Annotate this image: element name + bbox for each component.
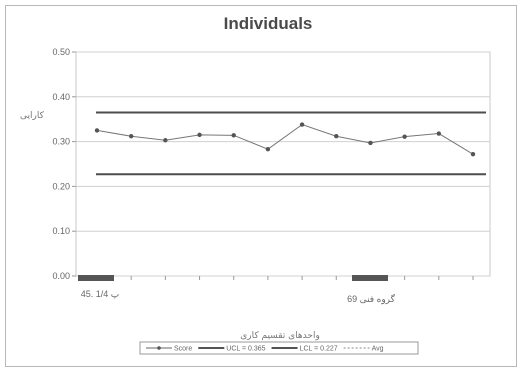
- y-tick-label-5: 0.50: [52, 47, 70, 57]
- baseline-marker-left: [78, 275, 114, 281]
- y-axis-label: کارایی: [20, 111, 45, 121]
- y-tick-label-2: 0.20: [52, 181, 70, 191]
- score-point-10: [436, 131, 442, 136]
- score-point-11: [470, 151, 476, 157]
- score-point-3: [197, 132, 202, 138]
- score-point-7: [334, 134, 339, 139]
- y-tick-label-1: 0.10: [52, 226, 70, 236]
- x-tick-label-2: گروه فنی 69: [347, 293, 396, 305]
- score-point-2: [163, 138, 168, 143]
- plot-area: 0.00 0.10 0.20 0.30 0.40 0.50: [52, 47, 491, 281]
- score-point-1: [128, 134, 134, 139]
- legend: Score UCL = 0.365 LCL = 0.227 Avg: [139, 341, 419, 355]
- legend-label-2: LCL = 0.227: [300, 346, 338, 353]
- plot-border: [75, 51, 491, 277]
- x-axis-label: واحدهای تقسیم کاری: [240, 331, 320, 341]
- score-point-4: [231, 133, 236, 138]
- x-tick-label-1: پ 1/4 .45: [81, 289, 120, 300]
- score-point-8: [368, 140, 373, 146]
- legend-marker-0: [157, 346, 161, 350]
- y-tick-label-3: 0.30: [52, 137, 70, 147]
- y-tick-label-4: 0.40: [52, 92, 70, 102]
- chart-title: Individuals: [224, 14, 313, 33]
- score-point-5: [265, 147, 271, 152]
- score-point-0: [94, 128, 100, 133]
- series-score-line: [96, 124, 474, 155]
- legend-label-3: Avg: [372, 346, 384, 353]
- legend-label-1: UCL = 0.365: [226, 346, 265, 353]
- y-tick-label-0: 0.00: [52, 271, 70, 281]
- score-point-6: [299, 122, 305, 127]
- legend-label-0: Score: [174, 346, 192, 353]
- baseline-marker-right: [352, 275, 388, 281]
- score-point-9: [402, 134, 407, 139]
